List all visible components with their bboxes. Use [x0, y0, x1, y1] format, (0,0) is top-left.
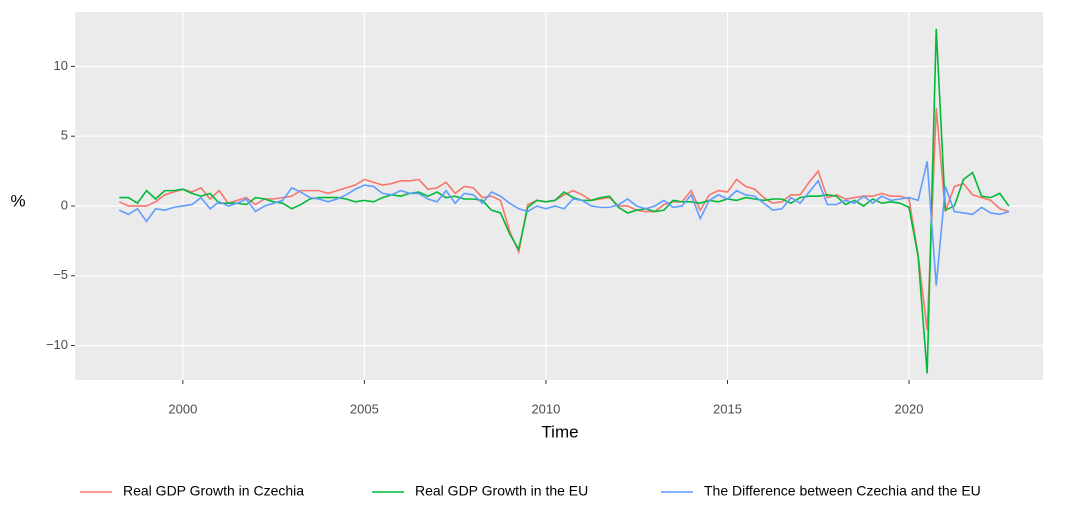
legend-label: The Difference between Czechia and the E… — [704, 483, 981, 499]
legend-label: Real GDP Growth in the EU — [415, 483, 588, 499]
x-tick-label: 2020 — [895, 401, 924, 416]
y-tick-label: −10 — [46, 337, 68, 352]
y-tick-label: −5 — [53, 267, 68, 282]
series-line — [119, 28, 1010, 374]
x-tick-label: 2015 — [713, 401, 742, 416]
legend-label: Real GDP Growth in Czechia — [123, 483, 304, 499]
series-line — [118, 161, 1010, 286]
y-axis-label: % — [10, 191, 25, 210]
y-tick-label: 5 — [61, 128, 68, 143]
x-tick-label: 2010 — [531, 401, 560, 416]
y-tick-label: 10 — [54, 58, 68, 73]
x-axis-label: Time — [541, 422, 578, 441]
x-tick-label: 2005 — [350, 401, 379, 416]
series-line — [118, 108, 1010, 331]
x-tick-label: 2000 — [168, 401, 197, 416]
y-tick-label: 0 — [61, 197, 68, 212]
